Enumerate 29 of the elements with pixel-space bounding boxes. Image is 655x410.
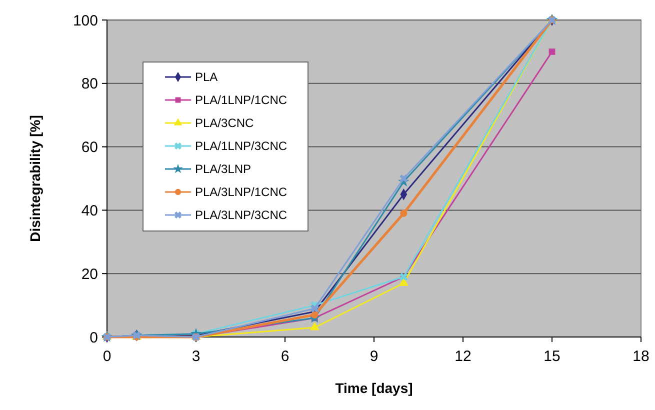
- x-tick-label: 15: [544, 348, 560, 365]
- point: [398, 278, 408, 286]
- x-tick-label: 6: [280, 348, 290, 365]
- x-tick-label: 9: [370, 348, 378, 365]
- x-tick-label: 12: [454, 348, 472, 365]
- legend-label: PLA/3LNP/1CNC: [195, 185, 288, 200]
- legend-label: PLA/1LNP/3CNC: [195, 139, 288, 154]
- legend-label: PLA: [195, 70, 218, 84]
- x-tick-label: 0: [102, 348, 112, 365]
- y-tick-label: 20: [81, 266, 98, 283]
- x-axis-title: Time [days]: [335, 380, 413, 396]
- point: [310, 322, 320, 330]
- y-tick-label: 40: [81, 202, 98, 220]
- y-tick-label: 80: [81, 76, 98, 93]
- x-tick-label: 3: [192, 348, 200, 365]
- legend-label: PLA/1LNP/1CNC: [195, 93, 288, 108]
- legend-label: PLA/3CNC: [195, 116, 254, 130]
- point: [400, 210, 408, 217]
- point: [548, 48, 556, 55]
- legend-label: PLA/3LNP: [195, 162, 252, 176]
- point: [400, 174, 408, 182]
- point: [311, 311, 318, 318]
- legend-label: PLA/3LNP/3CNC: [195, 208, 288, 222]
- point: [310, 304, 319, 312]
- x-tick-label: 18: [632, 348, 650, 365]
- y-tick-label: 0: [90, 329, 98, 346]
- y-tick-label: 100: [72, 12, 98, 30]
- y-axis-title: Disintegrability [%]: [27, 115, 43, 242]
- y-tick-label: 60: [81, 139, 98, 156]
